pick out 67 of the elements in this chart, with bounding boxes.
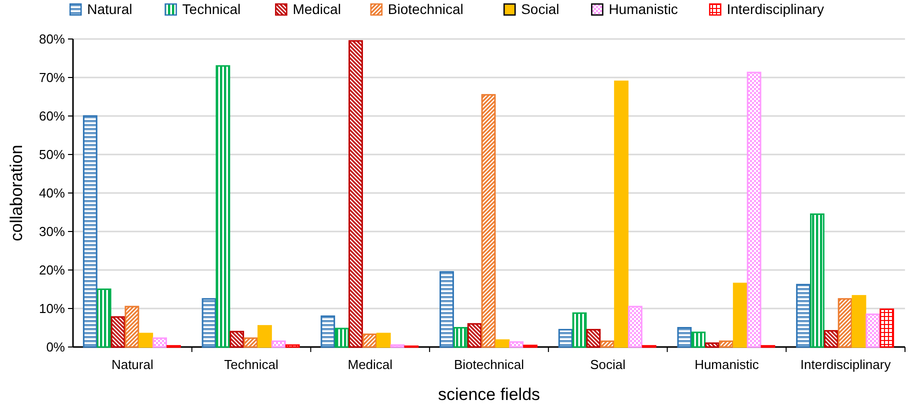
bar (600, 340, 615, 348)
x-tick-label: Natural (111, 357, 154, 372)
bar (852, 295, 866, 348)
x-tick-label: Medical (348, 357, 393, 372)
bar (348, 40, 363, 348)
y-axis-title: collaboration (7, 144, 26, 242)
x-tick-label: Biotechnical (454, 357, 524, 372)
bar (746, 72, 762, 348)
bar (138, 332, 154, 348)
bar (838, 298, 852, 348)
legend-label: Natural (87, 1, 132, 17)
bar (509, 341, 524, 348)
bar (628, 306, 642, 348)
bar (271, 340, 286, 348)
legend-label: Technical (182, 1, 241, 17)
x-tick-label: Technical (224, 357, 278, 372)
bar (558, 328, 573, 348)
y-tick-label: 60% (38, 108, 66, 124)
bar (719, 340, 734, 348)
bar (572, 312, 587, 348)
bar (677, 327, 692, 348)
bar (614, 80, 628, 348)
bar (880, 308, 894, 348)
legend-label: Interdisciplinary (726, 1, 824, 17)
bar (124, 306, 140, 348)
bar (824, 330, 838, 348)
x-axis-title: science fields (438, 385, 540, 404)
y-tick-label: 30% (38, 224, 66, 240)
x-tick-label: Humanistic (694, 357, 760, 372)
y-tick-label: 80% (38, 32, 66, 47)
bar (481, 94, 496, 348)
bar (796, 284, 811, 348)
y-tick-label: 10% (38, 301, 66, 316)
y-tick-label: 20% (38, 262, 66, 278)
bar (82, 115, 98, 348)
bar (691, 332, 706, 348)
x-tick-label: Interdisciplinary (800, 357, 892, 372)
y-tick-label: 0% (46, 340, 66, 355)
bar (440, 271, 454, 348)
bar (495, 339, 510, 348)
bar (810, 213, 824, 348)
bar (244, 337, 258, 348)
legend-label: Humanistic (608, 1, 678, 17)
bar (257, 325, 272, 348)
bar (866, 314, 880, 348)
y-tick-label: 40% (38, 186, 66, 201)
x-tick-label: Social (590, 357, 626, 372)
bar (202, 298, 216, 348)
legend-label: Medical (292, 1, 341, 17)
bar (110, 316, 126, 348)
bar (152, 337, 167, 348)
bar (732, 282, 748, 348)
y-tick-label: 70% (38, 70, 66, 86)
bar (362, 334, 377, 348)
bar (586, 328, 601, 348)
legend-label: Social (521, 1, 560, 17)
bar (467, 323, 482, 348)
y-tick-label: 50% (38, 147, 66, 162)
bar (334, 328, 350, 348)
bar (96, 288, 112, 348)
bar (230, 330, 244, 348)
bar (320, 315, 336, 348)
bar (453, 327, 468, 348)
bar (705, 342, 720, 348)
bar (216, 65, 230, 348)
bar (376, 332, 391, 348)
legend-label: Biotechnical (388, 1, 464, 17)
